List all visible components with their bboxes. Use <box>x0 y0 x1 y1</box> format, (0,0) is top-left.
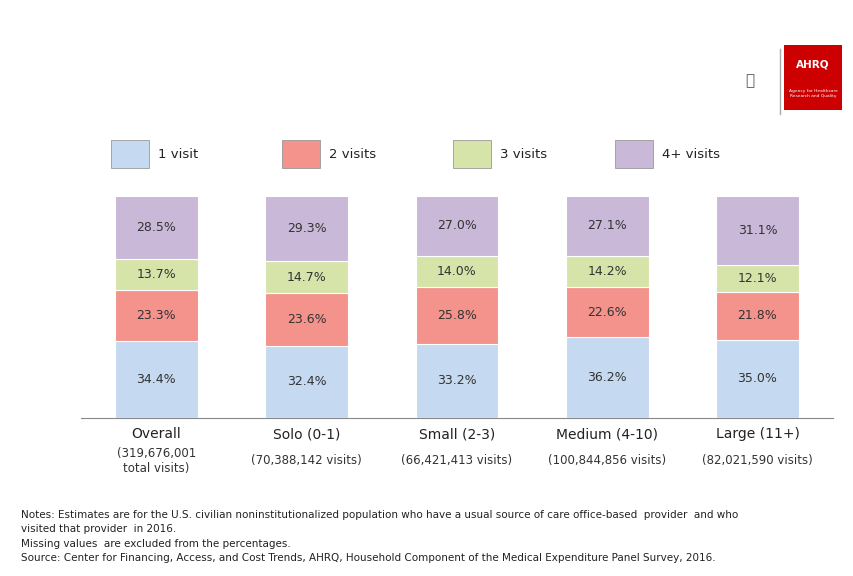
FancyBboxPatch shape <box>783 46 841 110</box>
Text: 35.0%: 35.0% <box>737 372 776 385</box>
Text: Notes: Estimates are for the U.S. civilian noninstitutionalized population who h: Notes: Estimates are for the U.S. civili… <box>21 510 738 563</box>
Bar <box>115 196 197 259</box>
Bar <box>716 340 798 418</box>
Text: Figure 1. Percent of single or multiple  visits by adults to usual
sources of ca: Figure 1. Percent of single or multiple … <box>26 40 645 85</box>
Text: 3 visits: 3 visits <box>499 147 546 161</box>
Text: (100,844,856 visits): (100,844,856 visits) <box>548 454 665 467</box>
Ellipse shape <box>698 19 846 142</box>
Bar <box>415 256 497 287</box>
Bar <box>716 265 798 291</box>
Bar <box>415 344 497 418</box>
Bar <box>566 338 647 418</box>
Text: 25.8%: 25.8% <box>437 309 476 322</box>
Bar <box>115 290 197 342</box>
Bar <box>566 256 647 287</box>
Text: (319,676,001
total visits): (319,676,001 total visits) <box>117 446 195 475</box>
Bar <box>415 196 497 256</box>
Text: 14.2%: 14.2% <box>587 265 626 278</box>
Bar <box>115 342 197 418</box>
Text: 2 visits: 2 visits <box>328 147 375 161</box>
FancyBboxPatch shape <box>452 141 490 168</box>
Text: 33.2%: 33.2% <box>437 374 476 387</box>
Text: 29.3%: 29.3% <box>287 222 326 235</box>
Text: AHRQ: AHRQ <box>795 60 829 70</box>
Bar <box>265 346 347 418</box>
Text: 28.5%: 28.5% <box>136 221 176 234</box>
Bar <box>265 293 347 346</box>
Bar <box>265 196 347 261</box>
Text: 🦅: 🦅 <box>745 73 753 88</box>
Text: 36.2%: 36.2% <box>587 371 626 384</box>
FancyBboxPatch shape <box>614 141 653 168</box>
Text: 4+ visits: 4+ visits <box>661 147 719 161</box>
Bar <box>566 287 647 338</box>
Text: 31.1%: 31.1% <box>737 224 776 237</box>
Text: 22.6%: 22.6% <box>587 306 626 319</box>
Text: 12.1%: 12.1% <box>737 272 776 285</box>
Bar <box>415 287 497 344</box>
Bar <box>716 196 798 265</box>
Text: 34.4%: 34.4% <box>136 373 176 386</box>
Text: 27.0%: 27.0% <box>437 219 476 232</box>
Text: 27.1%: 27.1% <box>587 219 626 232</box>
Text: (66,421,413 visits): (66,421,413 visits) <box>401 454 512 467</box>
Text: 13.7%: 13.7% <box>136 268 176 281</box>
Text: 21.8%: 21.8% <box>737 309 776 323</box>
Text: 23.3%: 23.3% <box>136 309 176 322</box>
Text: 14.0%: 14.0% <box>437 265 476 278</box>
Text: (82,021,590 visits): (82,021,590 visits) <box>701 454 812 467</box>
Text: (70,388,142 visits): (70,388,142 visits) <box>251 454 362 467</box>
Bar <box>115 259 197 290</box>
Text: 1 visit: 1 visit <box>158 147 198 161</box>
Text: 32.4%: 32.4% <box>287 375 326 388</box>
Bar <box>265 261 347 293</box>
Bar <box>566 196 647 256</box>
FancyBboxPatch shape <box>281 141 320 168</box>
Text: Agency for Healthcare
Research and Quality: Agency for Healthcare Research and Quali… <box>787 89 837 98</box>
Text: 23.6%: 23.6% <box>287 313 326 326</box>
FancyBboxPatch shape <box>111 141 149 168</box>
Text: 14.7%: 14.7% <box>287 271 326 283</box>
Bar <box>716 291 798 340</box>
